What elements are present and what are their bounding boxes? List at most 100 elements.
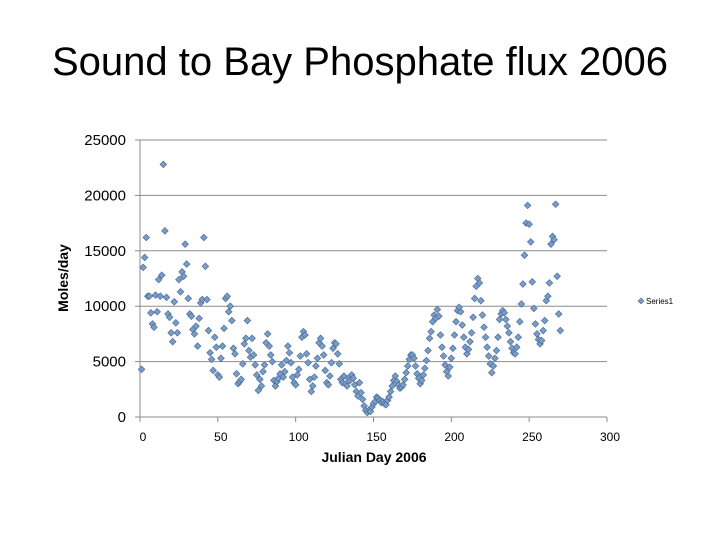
data-point xyxy=(193,342,202,350)
data-point xyxy=(335,360,344,368)
data-point xyxy=(206,348,214,357)
data-point xyxy=(321,366,330,375)
data-point xyxy=(215,373,224,381)
data-point xyxy=(207,355,216,364)
data-point xyxy=(545,279,554,287)
data-point xyxy=(544,292,552,301)
data-point xyxy=(505,328,513,337)
data-point xyxy=(165,313,174,322)
data-point xyxy=(260,361,269,369)
data-point xyxy=(212,343,221,351)
data-point xyxy=(403,362,412,370)
y-tick-label: 25000 xyxy=(84,132,126,149)
data-point xyxy=(329,344,337,353)
data-point xyxy=(154,275,163,284)
data-point xyxy=(226,302,235,310)
x-tick-label: 300 xyxy=(600,430,620,444)
data-point xyxy=(517,300,526,308)
data-point xyxy=(441,361,449,369)
data-point xyxy=(530,304,538,313)
data-point xyxy=(137,365,146,374)
data-point xyxy=(506,337,515,346)
data-point xyxy=(210,333,219,342)
data-point xyxy=(265,342,273,350)
data-point xyxy=(217,354,225,363)
data-point xyxy=(168,337,177,346)
data-point xyxy=(526,238,535,246)
data-point xyxy=(556,326,565,335)
data-point xyxy=(147,309,155,317)
y-tick-label: 5000 xyxy=(93,354,126,371)
data-point xyxy=(450,331,459,339)
data-point xyxy=(469,313,477,322)
data-point xyxy=(425,334,434,343)
data-point xyxy=(248,334,256,343)
data-point xyxy=(182,260,191,268)
data-point xyxy=(308,382,317,390)
data-point xyxy=(343,382,351,390)
data-point xyxy=(452,317,460,326)
data-point xyxy=(553,272,561,281)
data-point xyxy=(157,271,166,279)
data-point xyxy=(307,387,316,396)
data-point xyxy=(417,376,426,385)
data-point xyxy=(481,333,490,342)
data-point xyxy=(385,393,393,401)
data-point xyxy=(232,369,241,378)
y-tick-label: 15000 xyxy=(84,243,126,260)
data-point xyxy=(438,343,446,351)
data-point xyxy=(516,317,524,326)
data-point xyxy=(201,262,210,271)
data-point xyxy=(139,263,147,272)
legend-label: Series1 xyxy=(646,297,674,306)
data-point xyxy=(209,366,217,375)
data-point xyxy=(170,297,179,306)
y-axis-title: Moles/day xyxy=(55,244,71,312)
x-axis-title: Julian Day 2006 xyxy=(321,449,426,465)
data-point xyxy=(282,356,291,365)
data-point xyxy=(220,324,228,333)
data-point xyxy=(399,381,407,389)
data-point xyxy=(349,374,358,383)
data-point xyxy=(285,348,294,357)
data-point xyxy=(422,356,431,365)
data-point xyxy=(400,375,409,384)
x-tick-label: 100 xyxy=(289,430,309,444)
data-point xyxy=(523,201,532,210)
data-point xyxy=(266,351,275,359)
data-point xyxy=(159,160,168,169)
data-point xyxy=(162,293,171,302)
data-point xyxy=(475,279,484,287)
data-point xyxy=(511,350,519,358)
data-point xyxy=(449,344,457,353)
data-point xyxy=(181,240,189,248)
data-point xyxy=(550,235,558,244)
data-point xyxy=(203,295,211,304)
data-point xyxy=(519,280,527,288)
data-point xyxy=(302,350,311,358)
data-point xyxy=(327,358,336,367)
data-point xyxy=(175,275,183,284)
x-tick-label: 0 xyxy=(140,430,147,444)
data-point xyxy=(419,371,428,379)
data-point xyxy=(179,272,188,281)
data-point xyxy=(488,368,496,377)
data-point xyxy=(494,333,502,342)
data-point xyxy=(456,307,465,316)
data-point xyxy=(187,312,196,320)
data-point xyxy=(435,312,443,320)
data-point xyxy=(251,361,259,369)
data-point xyxy=(495,315,504,324)
data-point xyxy=(176,288,185,296)
data-point xyxy=(291,381,300,389)
data-point xyxy=(480,323,488,332)
data-point xyxy=(312,362,320,370)
y-tick-label: 20000 xyxy=(84,187,126,204)
data-point xyxy=(310,373,319,381)
data-point xyxy=(391,372,400,380)
data-points xyxy=(137,160,565,417)
data-point xyxy=(324,381,333,389)
data-point xyxy=(470,294,479,303)
data-point xyxy=(483,343,491,351)
